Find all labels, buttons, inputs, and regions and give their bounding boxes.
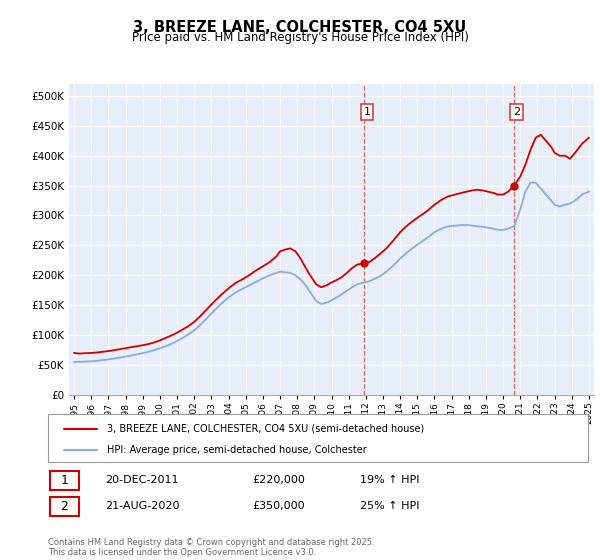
Text: 19% ↑ HPI: 19% ↑ HPI bbox=[360, 475, 419, 486]
Text: 1: 1 bbox=[61, 474, 68, 487]
Text: 1: 1 bbox=[364, 107, 371, 117]
Text: HPI: Average price, semi-detached house, Colchester: HPI: Average price, semi-detached house,… bbox=[107, 445, 367, 455]
Text: Contains HM Land Registry data © Crown copyright and database right 2025.
This d: Contains HM Land Registry data © Crown c… bbox=[48, 538, 374, 557]
Text: £220,000: £220,000 bbox=[252, 475, 305, 486]
Text: Price paid vs. HM Land Registry's House Price Index (HPI): Price paid vs. HM Land Registry's House … bbox=[131, 31, 469, 44]
Text: £350,000: £350,000 bbox=[252, 501, 305, 511]
Text: 20-DEC-2011: 20-DEC-2011 bbox=[105, 475, 179, 486]
Text: 21-AUG-2020: 21-AUG-2020 bbox=[105, 501, 179, 511]
Text: 2: 2 bbox=[61, 500, 68, 513]
Text: 3, BREEZE LANE, COLCHESTER, CO4 5XU (semi-detached house): 3, BREEZE LANE, COLCHESTER, CO4 5XU (sem… bbox=[107, 424, 425, 433]
Text: 3, BREEZE LANE, COLCHESTER, CO4 5XU: 3, BREEZE LANE, COLCHESTER, CO4 5XU bbox=[133, 20, 467, 35]
Text: 25% ↑ HPI: 25% ↑ HPI bbox=[360, 501, 419, 511]
Text: 2: 2 bbox=[513, 107, 520, 117]
